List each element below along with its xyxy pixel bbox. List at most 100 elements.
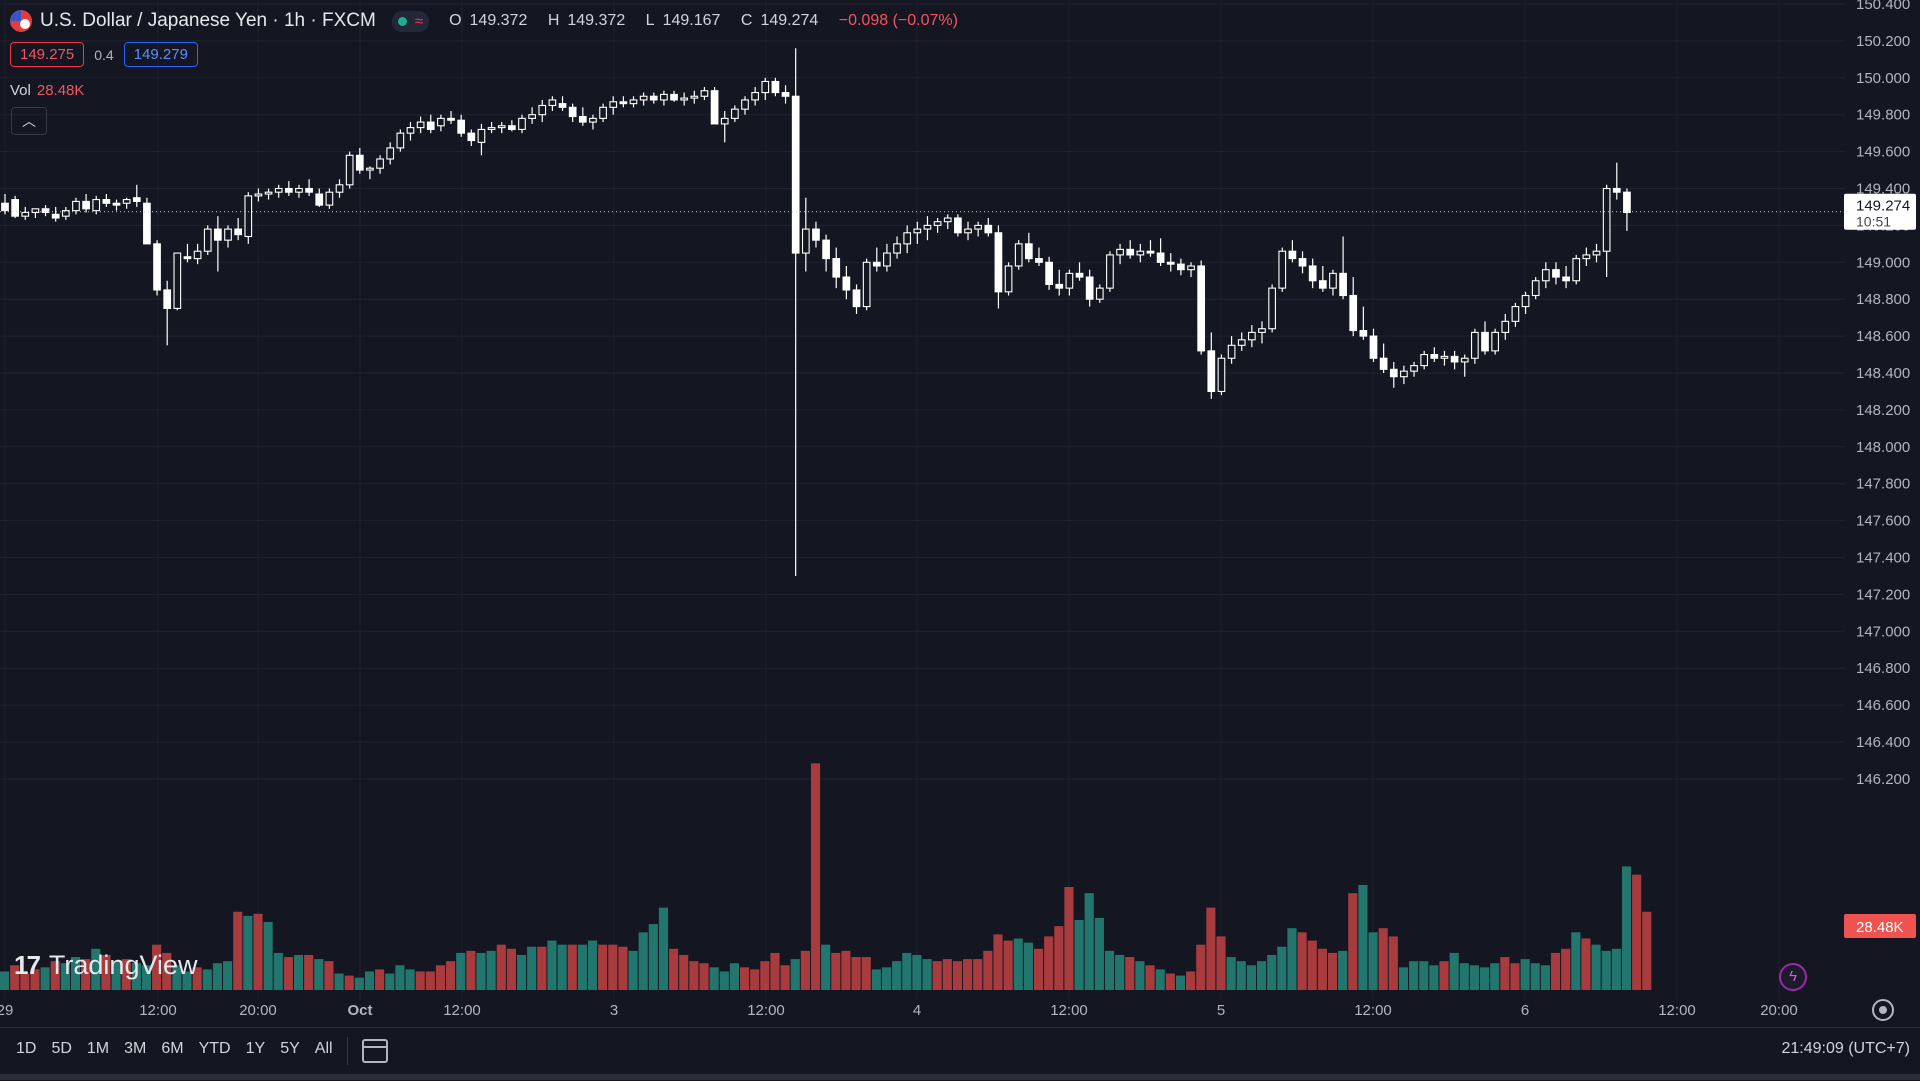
volume-bar	[871, 969, 881, 990]
candle-body	[1440, 355, 1449, 359]
volume-bar	[0, 971, 10, 990]
candle-body	[629, 99, 638, 105]
volume-bar	[598, 944, 608, 990]
volume-bar	[719, 971, 729, 990]
candle-body	[102, 199, 111, 204]
volume-bar	[10, 965, 20, 990]
volume-bar	[516, 954, 527, 990]
price-tick-label: 147.200	[1856, 586, 1910, 603]
range-ytd-button[interactable]: YTD	[198, 1040, 231, 1057]
ask-price-button[interactable]: 149.279	[123, 42, 198, 67]
volume-bar	[81, 959, 91, 990]
volume-bar	[1196, 944, 1206, 990]
volume-bar	[983, 950, 993, 990]
price-tick-label: 149.800	[1856, 107, 1910, 124]
volume-bar	[344, 975, 354, 990]
candle-body	[609, 101, 618, 108]
volume-bar	[334, 973, 344, 990]
lightning-icon[interactable]: ϟ	[1779, 963, 1807, 991]
candle-body	[822, 239, 830, 260]
volume-bar	[881, 967, 892, 990]
ohlc-open: O 149.372	[449, 12, 528, 29]
candle-body	[832, 258, 841, 278]
go-to-date-calendar-icon[interactable]	[362, 1039, 388, 1063]
range-5y-button[interactable]: 5Y	[280, 1040, 300, 1057]
range-1m-button[interactable]: 1M	[86, 1040, 110, 1057]
candle-body	[163, 289, 172, 309]
volume-bar	[182, 971, 192, 990]
volume-bar	[1023, 942, 1033, 990]
candle-body	[1481, 331, 1489, 352]
volume-bar	[364, 971, 375, 990]
candle-body	[1095, 287, 1104, 300]
price-tick-label: 146.200	[1856, 771, 1910, 788]
candle-body	[518, 117, 526, 131]
market-status[interactable]: ≈	[391, 10, 430, 32]
candle-body	[264, 191, 273, 195]
candle-body	[670, 93, 678, 101]
volume-bar	[1358, 884, 1368, 990]
tradingview-logo[interactable]: 17 TradingView	[14, 950, 198, 981]
candle-body	[943, 217, 952, 223]
volume-bar	[91, 948, 101, 990]
volume-bar	[466, 950, 476, 990]
range-1y-button[interactable]: 1Y	[245, 1040, 266, 1057]
candle-body	[761, 80, 770, 94]
candle-countdown-label: 10:51	[1856, 214, 1891, 230]
candle-body	[619, 101, 628, 105]
candle-body	[173, 252, 182, 309]
candle-body	[1045, 261, 1053, 285]
bid-price-button[interactable]: 149.275	[10, 42, 85, 67]
volume-bar	[1338, 950, 1348, 990]
candle-body	[1339, 272, 1347, 297]
candle-body	[538, 104, 547, 116]
volume-bar	[800, 950, 810, 990]
volume-bar	[1571, 932, 1581, 990]
candle-body	[1187, 265, 1195, 271]
candle-body	[1055, 283, 1064, 289]
timezone-clock[interactable]: 21:49:09 (UTC+7)	[1781, 1040, 1910, 1057]
volume-bar	[1469, 965, 1480, 990]
candle-body	[933, 221, 942, 226]
volume-bar	[750, 969, 760, 990]
symbol-header[interactable]: U.S. Dollar / Japanese Yen · 1h · FXCM ≈…	[10, 8, 966, 34]
volume-bar	[669, 948, 679, 990]
time-tick-label: 29	[0, 1002, 13, 1019]
bottom-scrollbar[interactable]	[0, 1074, 1920, 1080]
volume-bar	[1480, 967, 1490, 990]
volume-bar	[476, 952, 486, 990]
range-1d-button[interactable]: 1D	[16, 1040, 37, 1057]
volume-bar	[1500, 957, 1510, 990]
volume-value-tag	[1844, 914, 1916, 938]
volume-bar	[1611, 948, 1621, 990]
time-tick-label: 12:00	[139, 1002, 177, 1019]
candle-body	[112, 202, 121, 206]
candle-body	[1217, 357, 1226, 392]
current-price-label: 149.274	[1856, 198, 1910, 215]
candle-body	[923, 224, 932, 230]
candle-body	[1602, 187, 1611, 252]
volume-bar	[415, 971, 425, 990]
range-all-button[interactable]: All	[314, 1040, 333, 1057]
price-tick-label: 147.000	[1856, 623, 1910, 640]
volume-bar	[557, 944, 567, 990]
volume-legend[interactable]: Vol 28.48K	[10, 82, 84, 99]
range-6m-button[interactable]: 6M	[161, 1040, 184, 1057]
candle-body	[1562, 276, 1570, 282]
price-tick-label: 150.000	[1856, 70, 1910, 87]
candle-body	[92, 199, 101, 212]
volume-bar	[1642, 911, 1652, 990]
range-5d-button[interactable]: 5D	[51, 1040, 72, 1057]
volume-bar	[608, 944, 618, 990]
candle-body	[284, 187, 293, 193]
symbol-title[interactable]: U.S. Dollar / Japanese Yen · 1h · FXCM	[40, 10, 376, 31]
volume-bar	[658, 907, 669, 990]
collapse-legend-button[interactable]: ︿	[11, 107, 47, 135]
time-tick-label: 12:00	[747, 1002, 785, 1019]
range-3m-button[interactable]: 3M	[124, 1040, 147, 1057]
volume-bar	[1439, 961, 1449, 990]
chart-settings-gear-icon[interactable]	[1872, 999, 1894, 1021]
volume-bar	[293, 954, 304, 990]
volume-bar	[1094, 917, 1104, 990]
